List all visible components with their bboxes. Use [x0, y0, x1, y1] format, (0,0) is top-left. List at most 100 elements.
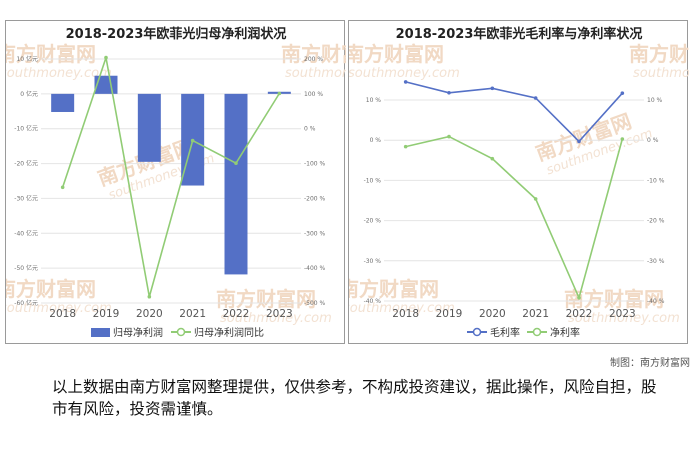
x-tick-label: 2020 [136, 308, 163, 320]
y-tick-right: 10 % [647, 97, 663, 104]
watermark-site: southmoney.com [633, 66, 689, 81]
y-tick-left: -10 亿元 [14, 125, 38, 133]
grid-lines [384, 99, 644, 302]
legend-label-yoy: 归母净利润同比 [194, 326, 264, 339]
x-tick-label: 2022 [566, 308, 593, 320]
line-point [104, 55, 108, 60]
bar [51, 93, 75, 112]
net-profit-chart-panel: 南方财富网 southmoney.com 南方财富网 southmoney.com 南方… [5, 20, 346, 344]
y-tick-right: 200 % [304, 56, 323, 63]
watermark-site: southmoney.com [568, 311, 680, 326]
y-tick-left: -40 亿元 [14, 229, 38, 237]
y-tick-right: 0 % [647, 137, 659, 144]
line-point [403, 80, 408, 84]
y-tick-left: -40 % [364, 298, 382, 305]
y-tick-left: -50 亿元 [14, 264, 38, 272]
legend-marker-line [176, 327, 186, 337]
legend-label-gross-margin: 毛利率 [490, 326, 520, 339]
watermark-brand: 南方财富网 [281, 42, 346, 66]
x-tick-label: 2023 [609, 308, 636, 320]
x-tick-label: 2022 [223, 308, 250, 320]
y-tick-left: -10 % [364, 177, 382, 184]
watermark: 南方财富网southmoney.com南方财富网southmoney.com南方… [6, 42, 346, 326]
legend: 毛利率 净利率 [467, 326, 580, 339]
legend: 归母净利润 归母净利润同比 [91, 326, 264, 339]
line-point [490, 156, 495, 161]
watermark-brand: 南方财富网 [6, 42, 96, 66]
net-margin-line [405, 135, 624, 301]
legend-swatch-bar [91, 328, 110, 337]
watermark-site: southmoney.com [6, 301, 112, 316]
y-tick-left: 10 % [366, 97, 382, 104]
line-point [577, 295, 581, 300]
chart-title: 2018-2023年欧菲光毛利率与净利率状况 [396, 26, 643, 42]
watermark-brand: 南方财富网 [216, 287, 316, 311]
x-tick-label: 2018 [49, 308, 76, 320]
y-tick-right: 100 % [304, 91, 323, 98]
y-tick-right: -10 % [647, 177, 665, 184]
line-point [533, 96, 538, 100]
line-point [190, 138, 195, 143]
y-tick-left: -20 % [364, 218, 382, 225]
y-tick-right: -400 % [304, 265, 326, 272]
x-tick-label: 2018 [392, 308, 419, 320]
line-point [490, 86, 495, 91]
y-tick-right: -200 % [304, 195, 326, 202]
y-tick-left: -20 亿元 [14, 160, 38, 168]
gross-margin-line [405, 81, 623, 143]
y-tick-left: -30 亿元 [14, 194, 38, 202]
margin-chart: 南方财富网southmoney.com南方财富网southmoney.com南方… [349, 26, 689, 339]
watermark-site: southmoney.com [349, 66, 460, 81]
bar [94, 75, 118, 94]
x-tick-label: 2021 [179, 308, 206, 320]
y-tick-left: -60 亿元 [14, 299, 38, 307]
watermark-site: southmoney.com [220, 311, 332, 326]
x-tick-label: 2021 [522, 308, 549, 320]
line-point [403, 144, 408, 149]
x-tick-label: 2019 [436, 308, 463, 320]
y-tick-left: -30 % [364, 258, 382, 265]
disclaimer-text: 以上数据由南方财富网整理提供，仅供参考，不构成投资建议，据此操作，风险自担，股市… [52, 378, 657, 418]
x-tick-label: 2023 [266, 308, 293, 320]
bar [137, 93, 161, 162]
watermark-brand: 南方财富网 [629, 42, 689, 66]
y-tick-left: 0 亿元 [20, 90, 38, 98]
chart-title: 2018-2023年欧菲光归母净利润状况 [66, 26, 287, 42]
net-profit-chart: 南方财富网southmoney.com南方财富网southmoney.com南方… [6, 26, 346, 339]
line-point [277, 91, 282, 96]
line-series [403, 80, 625, 301]
line-point [447, 134, 451, 139]
legend-marker-gross [472, 327, 482, 337]
y-tick-right: 0 % [304, 126, 316, 133]
x-axis-labels: 2018 2019 2020 2021 2022 2023 [49, 308, 292, 320]
watermark-brand: 南方财富网 [349, 277, 439, 301]
y-tick-right: -30 % [647, 258, 665, 265]
y-tick-right: -100 % [304, 161, 326, 168]
y-tick-left: 10 亿元 [16, 55, 38, 63]
axis-ticks: 10 % 0 % -10 % -20 % -30 % -40 % 10 % 0 % -10 % -… [364, 97, 665, 305]
axis-ticks: 10 亿元 200 % 0 亿元 100 % -10 亿元 0 % -20 亿元 -100 %… [14, 55, 325, 307]
line-point [147, 294, 152, 299]
y-tick-left: 0 % [370, 137, 382, 144]
y-tick-right: -300 % [304, 230, 326, 237]
margin-chart-panel: 南方财富网 southmoney.com 南方财富网 southmoney.com 南方… [348, 20, 689, 344]
line-point [447, 90, 451, 95]
x-axis-labels: 2018 2019 2020 2021 2022 2023 [392, 308, 635, 320]
line-point [620, 91, 625, 95]
chart-credit: 制图：南方财富网 [610, 358, 690, 369]
line-point [620, 137, 625, 141]
watermark-site: southmoney.com [285, 66, 346, 81]
y-tick-right: -40 % [647, 298, 665, 305]
yoy-line-series [60, 55, 282, 299]
x-tick-label: 2019 [93, 308, 120, 320]
watermark-brand: 南方财富网 [6, 277, 96, 301]
legend-label-net-margin: 净利率 [550, 326, 580, 339]
legend-label-net-profit: 归母净利润 [113, 326, 163, 339]
y-tick-right: -20 % [647, 218, 665, 225]
watermark-site: southmoney.com [6, 66, 112, 81]
yoy-line [61, 57, 281, 297]
line-point [60, 185, 65, 190]
watermark-site: southmoney.com [349, 301, 455, 316]
x-tick-label: 2020 [479, 308, 506, 320]
line-point [577, 139, 581, 144]
